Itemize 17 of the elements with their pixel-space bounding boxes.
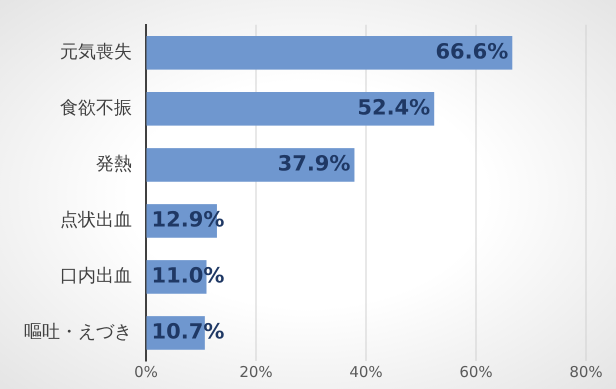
bar [146, 148, 354, 182]
y-tick-label: 発熱 [96, 154, 132, 175]
y-tick-label: 点状出血 [60, 210, 132, 231]
y-tick-label: 食欲不振 [60, 98, 132, 119]
x-tick-label: 40% [349, 362, 383, 381]
bar [146, 92, 434, 126]
x-tick-label: 80% [569, 362, 603, 381]
y-tick-label: 口内出血 [60, 266, 132, 287]
y-tick-label: 元気喪失 [60, 41, 132, 62]
data-label: 52.4% [357, 95, 430, 120]
data-label: 66.6% [435, 39, 508, 64]
x-tick-label: 20% [239, 362, 273, 381]
y-tick-label: 嘔吐・えづき [24, 322, 132, 343]
x-tick-label: 0% [134, 362, 158, 381]
data-label: 37.9% [278, 151, 350, 176]
bar [146, 36, 512, 70]
x-tick-label: 60% [459, 362, 493, 381]
